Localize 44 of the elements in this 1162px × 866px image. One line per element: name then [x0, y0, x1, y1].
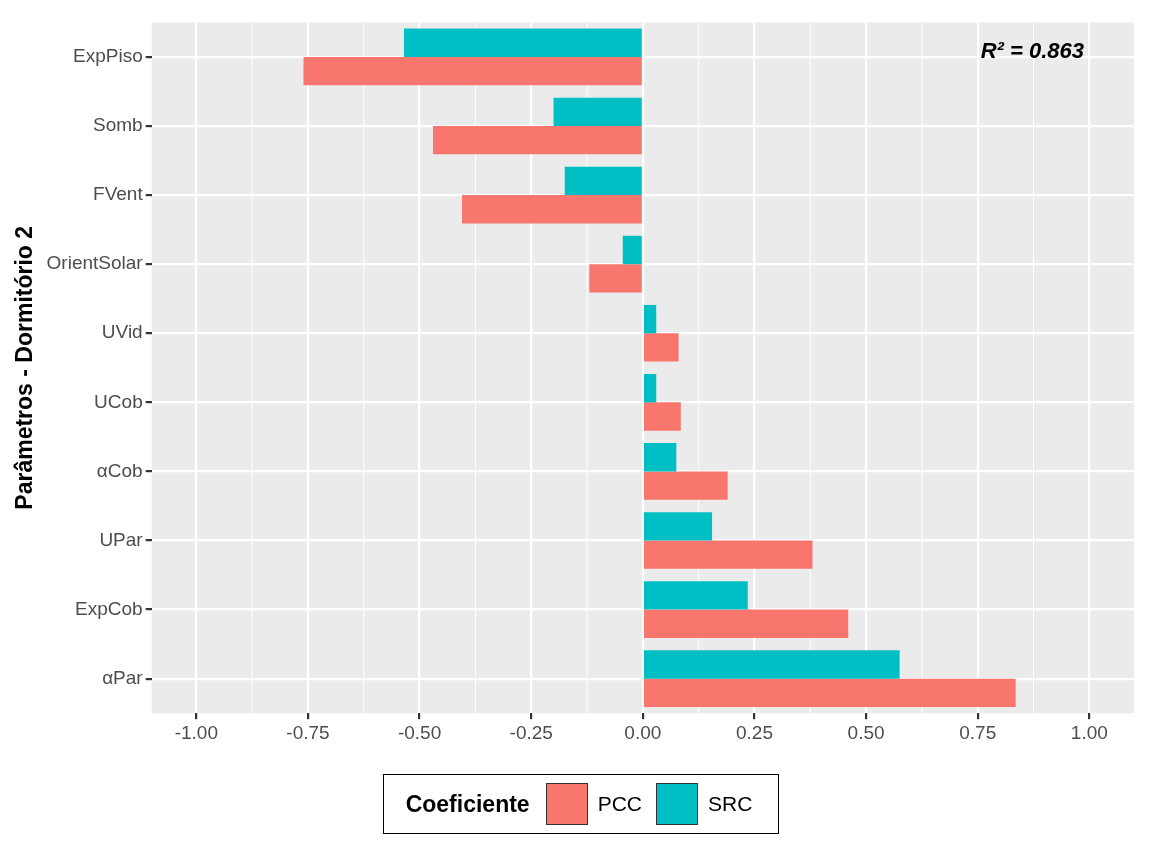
- bar: [643, 650, 900, 679]
- bar: [564, 166, 642, 196]
- bar: [589, 264, 642, 293]
- y-tick-label: OrientSolar: [46, 252, 144, 274]
- y-tick-label: ExpCob: [75, 597, 143, 619]
- x-tick-label: -0.50: [397, 721, 442, 743]
- bar: [643, 374, 657, 403]
- bar: [303, 56, 642, 86]
- x-tick-label: -0.25: [509, 721, 553, 743]
- x-tick-label: 0.00: [624, 721, 662, 743]
- bar: [643, 333, 679, 362]
- annotation: R² = 0.863: [980, 38, 1084, 64]
- bar: [643, 471, 728, 500]
- x-tick-label: -1.00: [174, 721, 218, 743]
- bar: [643, 304, 657, 334]
- y-tick-label: αCob: [96, 459, 143, 481]
- y-tick-label: αPar: [102, 666, 144, 688]
- bar: [643, 581, 748, 610]
- y-axis-title: Parâmetros - Dormitório 2: [11, 225, 38, 510]
- legend-label: PCC: [597, 792, 642, 816]
- x-tick-label: -0.75: [286, 721, 330, 743]
- y-tick-label: Somb: [93, 114, 143, 136]
- bar: [643, 443, 677, 472]
- y-tick-label: FVent: [93, 183, 144, 205]
- bar: [643, 512, 713, 541]
- y-tick-label: ExpPiso: [72, 45, 143, 67]
- bar: [462, 195, 642, 224]
- bar: [643, 402, 681, 431]
- bar: [643, 540, 813, 569]
- bar: [553, 97, 642, 127]
- bar: [622, 235, 642, 265]
- y-tick-label: UCob: [94, 390, 143, 412]
- bar: [643, 678, 1016, 707]
- x-tick-label: 0.50: [847, 721, 885, 743]
- x-tick-label: 0.25: [735, 721, 773, 743]
- legend-label: SRC: [707, 792, 753, 816]
- bar: [432, 126, 642, 155]
- bar: [643, 609, 849, 638]
- bar: [403, 28, 642, 57]
- y-tick-label: UVid: [101, 321, 143, 343]
- y-tick-label: UPar: [99, 528, 144, 550]
- x-tick-label: 1.00: [1070, 721, 1108, 743]
- legend-title: Coeficiente: [405, 790, 530, 818]
- x-tick-label: 0.75: [959, 721, 997, 743]
